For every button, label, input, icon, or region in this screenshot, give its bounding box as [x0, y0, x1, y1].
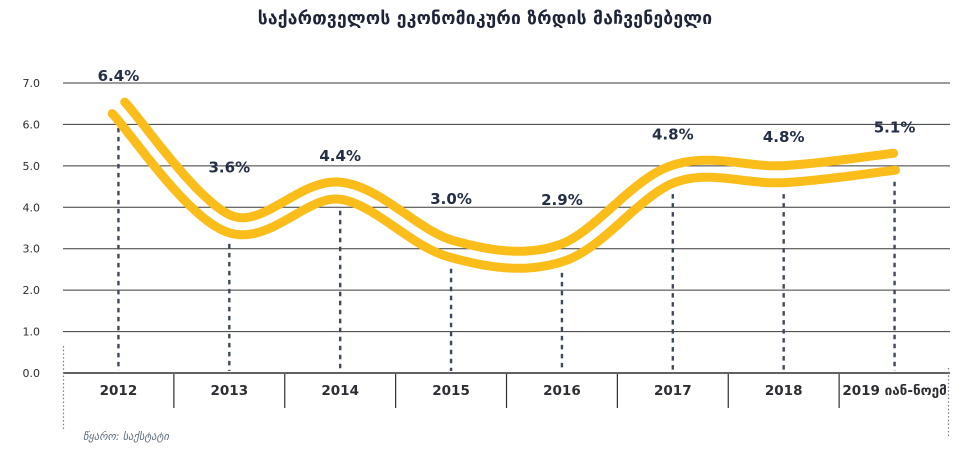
y-tick-label-2.0: 2.0 — [23, 284, 41, 297]
y-tick-label-1.0: 1.0 — [23, 326, 41, 339]
y-tick-label-7.0: 7.0 — [23, 77, 41, 90]
y-tick-label-5.0: 5.0 — [23, 160, 41, 173]
value-label-2015: 3.0% — [430, 190, 472, 208]
value-label-2018: 4.8% — [763, 128, 805, 146]
value-label-2017: 4.8% — [652, 125, 694, 143]
y-tick-label-0.0: 0.0 — [23, 367, 41, 380]
x-tick-label-2017: 2017 — [654, 383, 692, 399]
x-tick-label-2016: 2016 — [543, 383, 581, 399]
source-note: წყარო: საქსტატი — [83, 431, 169, 443]
value-label-2019: 5.1% — [874, 118, 916, 136]
value-label-2013: 3.6% — [209, 158, 251, 176]
y-tick-label-6.0: 6.0 — [23, 118, 41, 131]
series-line-lower — [107, 109, 900, 273]
x-tick-label-2012: 2012 — [100, 383, 138, 399]
series-line-upper — [120, 97, 899, 256]
x-tick-label-2013: 2013 — [211, 383, 249, 399]
value-label-2012: 6.4% — [98, 67, 140, 85]
value-label-2016: 2.9% — [541, 191, 583, 209]
chart-title: საქართველოს ეკონომიკური ზრდის მაჩვენებელ… — [257, 9, 713, 29]
y-tick-label-4.0: 4.0 — [23, 201, 41, 214]
x-tick-label-2019: 2019 იან-ნოემ — [842, 383, 946, 399]
x-tick-label-2018: 2018 — [765, 383, 803, 399]
x-tick-label-2015: 2015 — [432, 383, 470, 399]
value-label-2014: 4.4% — [319, 147, 361, 165]
y-tick-label-3.0: 3.0 — [23, 243, 41, 256]
x-tick-label-2014: 2014 — [321, 383, 359, 399]
